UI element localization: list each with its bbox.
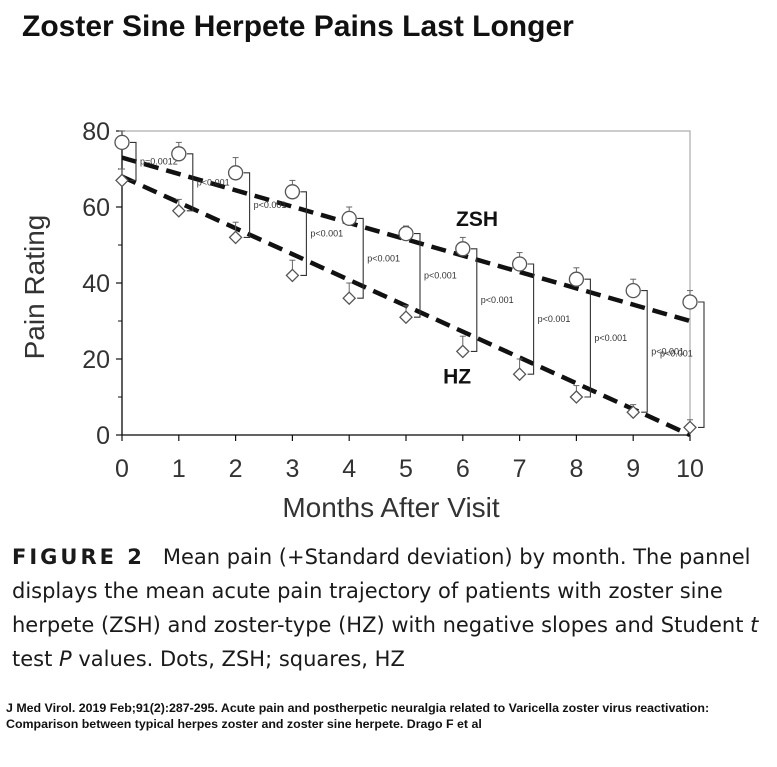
x-tick-label: 7 (513, 455, 527, 483)
p-value-label: p<0.001 (481, 295, 514, 305)
hz-point (115, 173, 129, 188)
y-tick-label: 40 (82, 270, 110, 298)
zsh-point (682, 294, 698, 310)
zsh-point (568, 271, 585, 287)
hz-point (626, 405, 641, 420)
p-bracket (527, 263, 535, 375)
zsh-point (625, 282, 641, 299)
zsh-point (284, 184, 301, 200)
p-value-label: p<0.001 (651, 346, 684, 356)
hz-point (512, 367, 527, 382)
chart-axes: 0 20 40 60 80 0 1 2 3 4 5 6 7 8 9 10 Months After Visit P… (19, 118, 704, 523)
x-axis-label: Months After Visit (282, 492, 500, 523)
p-bracket (357, 217, 364, 299)
series-label-hz: HZ (443, 366, 471, 389)
trend-lines (121, 155, 691, 438)
y-axis-label: Pain Rating (19, 215, 50, 360)
caption-text-3: values. Dots, ZSH; squares, HZ (71, 647, 405, 671)
page-title: Zoster Sine Herpete Pains Last Longer (22, 10, 574, 43)
zsh-point (227, 165, 244, 181)
zsh-point (341, 210, 357, 227)
p-value-label: p=0.0012 (140, 156, 178, 166)
caption-text-1: Mean pain (+Standard deviation) by month… (12, 545, 751, 637)
x-tick-label: 9 (626, 455, 640, 483)
zsh-point (398, 225, 414, 242)
p-value-label: p<0.001 (538, 314, 571, 324)
y-tick-label: 20 (82, 346, 110, 374)
zsh-point (511, 256, 528, 272)
hz-point (399, 310, 413, 325)
x-tick-label: 0 (115, 455, 129, 483)
p-bracket (414, 233, 421, 318)
hz-point (342, 291, 357, 306)
figure-label: FIGURE 2 (12, 545, 145, 569)
hz-point (455, 344, 470, 359)
p-bracket (300, 191, 307, 276)
chart-labels: ZSH HZ (443, 208, 498, 389)
hz-point (285, 268, 300, 283)
x-tick-label: 2 (229, 455, 243, 483)
hz-point (683, 420, 697, 435)
pain-chart: 0 20 40 60 80 0 1 2 3 4 5 6 7 8 9 10 Months After Visit P… (19, 118, 705, 523)
caption-p: P (59, 647, 72, 671)
figure-caption: FIGURE 2 Mean pain (+Standard deviation) … (12, 540, 772, 676)
x-tick-label: 6 (456, 455, 470, 483)
p-value-label: p<0.001 (197, 177, 230, 187)
p-value-label: p<0.001 (594, 333, 627, 343)
p-value-label: p<0.001 (424, 270, 457, 280)
p-bracket (470, 248, 478, 352)
x-tick-label: 3 (285, 455, 299, 483)
zsh-point (114, 134, 130, 151)
p-value-label: p<0.001 (660, 349, 693, 359)
p-bracket (186, 153, 194, 212)
p-bracket (130, 141, 137, 181)
series-label-zsh: ZSH (456, 208, 498, 231)
hz-point (171, 203, 186, 218)
p-value-label: p<0.001 (310, 229, 343, 239)
x-tick-label: 4 (342, 455, 356, 483)
caption-t: t (750, 613, 759, 637)
p-bracket (584, 278, 591, 398)
y-tick-label: 60 (82, 194, 110, 222)
trend-line-zsh (121, 155, 691, 324)
p-bracket (641, 290, 648, 413)
x-tick-label: 1 (172, 455, 186, 483)
x-tick-label: 8 (569, 455, 583, 483)
citation: J Med Virol. 2019 Feb;91(2):287-295. Acu… (6, 701, 710, 731)
hz-point (569, 390, 584, 404)
y-tick-label: 80 (82, 118, 110, 146)
x-tick-label: 10 (676, 455, 704, 483)
p-value-label: p<0.001 (254, 200, 287, 210)
data-markers (114, 130, 698, 435)
x-tick-label: 5 (399, 455, 413, 483)
p-value-brackets: p=0.0012p<0.001p<0.001p<0.001p<0.001p<0.… (130, 141, 705, 428)
zsh-point (171, 146, 187, 162)
p-value-label: p<0.001 (367, 253, 400, 263)
hz-point (228, 230, 243, 245)
p-bracket (698, 301, 705, 428)
p-bracket (243, 172, 251, 238)
caption-text-2: test (12, 647, 60, 671)
y-tick-label: 0 (96, 422, 110, 450)
zsh-point (455, 241, 471, 257)
